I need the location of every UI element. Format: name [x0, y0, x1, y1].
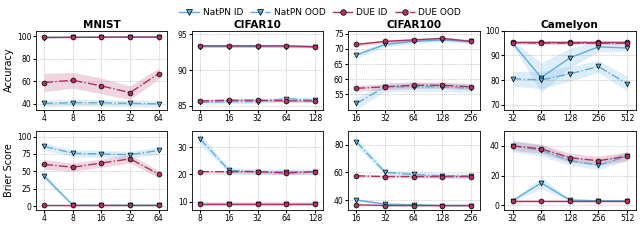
- Title: CIFAR10: CIFAR10: [234, 20, 282, 30]
- Title: MNIST: MNIST: [83, 20, 120, 30]
- Legend: NatPN ID, NatPN OOD, DUE ID, DUE OOD: NatPN ID, NatPN OOD, DUE ID, DUE OOD: [175, 5, 465, 21]
- Title: CIFAR100: CIFAR100: [386, 20, 441, 30]
- Title: Camelyon: Camelyon: [541, 20, 598, 30]
- Y-axis label: Brier Score: Brier Score: [4, 143, 14, 197]
- Y-axis label: Accuracy: Accuracy: [4, 48, 14, 92]
